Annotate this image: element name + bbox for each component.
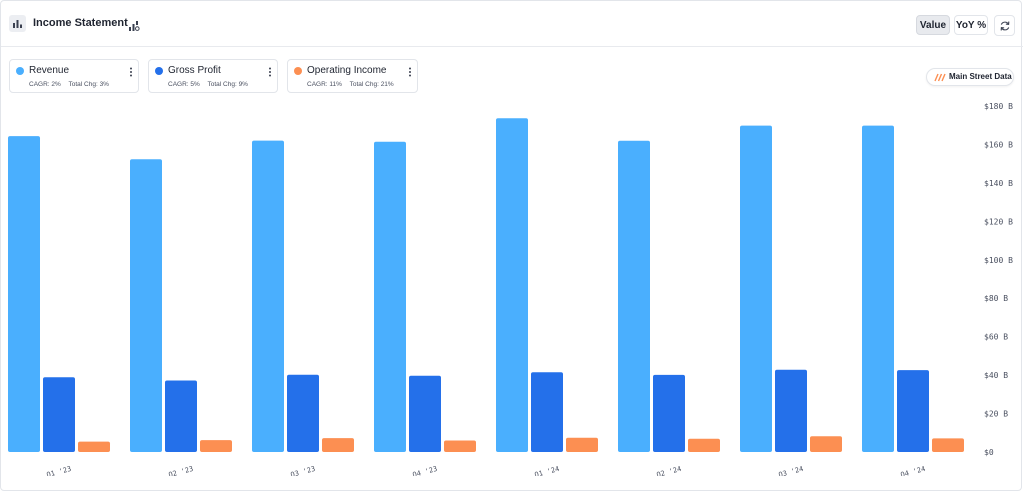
y-tick-label: $20 B (984, 410, 1008, 419)
legend-stats: CAGR: 5% Total Chg: 9% (168, 81, 254, 88)
data-source-label: Main Street Data (949, 72, 1012, 81)
bar-gross-profit-0[interactable] (43, 377, 75, 452)
slash-lines-icon (934, 73, 946, 82)
yoy-toggle-button[interactable]: YoY % (954, 15, 988, 35)
legend-total-change: Total Chg: 9% (207, 81, 248, 88)
legend-item-gross-profit[interactable]: Gross Profit CAGR: 5% Total Chg: 9% (148, 59, 278, 93)
bar-revenue-4[interactable] (496, 118, 528, 453)
x-tick-label: Q3 '23 (290, 465, 317, 476)
legend-label: Revenue (29, 65, 70, 76)
legend-cagr: CAGR: 11% (307, 81, 342, 88)
chart-settings-icon[interactable] (128, 19, 140, 31)
bar-operating-income-2[interactable] (322, 438, 354, 452)
legend-stats: CAGR: 11% Total Chg: 21% (307, 81, 400, 88)
legend-cagr: CAGR: 2% (29, 81, 61, 88)
legend-stats: CAGR: 2% Total Chg: 3% (29, 81, 115, 88)
legend-total-change: Total Chg: 3% (68, 81, 109, 88)
refresh-icon (1000, 21, 1010, 31)
bar-gross-profit-3[interactable] (409, 375, 441, 452)
legend-swatch (155, 67, 163, 75)
x-tick-label: Q1 '23 (46, 465, 73, 476)
bar-revenue-5[interactable] (618, 140, 650, 452)
legend-cagr: CAGR: 5% (168, 81, 200, 88)
legend-item-revenue[interactable]: Revenue CAGR: 2% Total Chg: 3% (9, 59, 139, 93)
y-tick-label: $80 B (984, 294, 1008, 303)
bar-operating-income-5[interactable] (688, 438, 720, 452)
bar-gross-profit-5[interactable] (653, 374, 685, 452)
y-tick-label: $180 B (984, 102, 1013, 111)
x-tick-label: Q4 '24 (900, 465, 927, 476)
bar-operating-income-6[interactable] (810, 436, 842, 452)
panel-header: Income Statement Value YoY % (1, 1, 1023, 47)
bar-operating-income-3[interactable] (444, 440, 476, 452)
legend-label: Gross Profit (168, 65, 221, 76)
value-toggle-button[interactable]: Value (916, 15, 950, 35)
bar-revenue-7[interactable] (862, 125, 894, 453)
y-tick-label: $60 B (984, 333, 1008, 342)
kebab-menu-icon[interactable] (407, 65, 413, 77)
legend-total-change: Total Chg: 21% (349, 81, 394, 88)
bar-gross-profit-1[interactable] (165, 380, 197, 452)
kebab-menu-icon[interactable] (267, 65, 273, 77)
y-tick-label: $0 (984, 448, 994, 457)
bar-operating-income-4[interactable] (566, 437, 598, 452)
x-tick-label: Q2 '23 (168, 465, 195, 476)
bar-gross-profit-2[interactable] (287, 374, 319, 452)
x-tick-label: Q4 '23 (412, 465, 439, 476)
y-tick-label: $160 B (984, 140, 1013, 149)
bar-operating-income-0[interactable] (78, 441, 110, 452)
legend-swatch (294, 67, 302, 75)
legend-label: Operating Income (307, 65, 387, 76)
bar-gross-profit-6[interactable] (775, 369, 807, 452)
legend-item-operating-income[interactable]: Operating Income CAGR: 11% Total Chg: 21… (287, 59, 418, 93)
bar-revenue-3[interactable] (374, 141, 406, 452)
x-tick-label: Q2 '24 (656, 465, 683, 476)
bar-revenue-0[interactable] (8, 136, 40, 452)
bar-chart: Q1 '23 Q2 '23 Q3 '23 Q4 '23 Q1 '24 Q2 '24 Q3 '… (8, 102, 1013, 476)
bar-gross-profit-7[interactable] (897, 370, 929, 452)
x-tick-label: Q3 '24 (778, 465, 805, 476)
bar-gross-profit-4[interactable] (531, 372, 563, 452)
data-source-badge[interactable]: Main Street Data (926, 68, 1014, 86)
y-tick-label: $100 B (984, 256, 1013, 265)
bar-revenue-2[interactable] (252, 140, 284, 452)
legend-swatch (16, 67, 24, 75)
bar-revenue-6[interactable] (740, 125, 772, 453)
bar-chart-icon[interactable] (9, 15, 26, 32)
y-tick-label: $120 B (984, 217, 1013, 226)
kebab-menu-icon[interactable] (128, 65, 134, 77)
bar-revenue-1[interactable] (130, 159, 162, 453)
bar-operating-income-1[interactable] (200, 440, 232, 452)
y-tick-label: $140 B (984, 179, 1013, 188)
x-tick-label: Q1 '24 (534, 465, 561, 476)
page-title: Income Statement (33, 17, 128, 29)
bar-operating-income-7[interactable] (932, 438, 964, 452)
refresh-button[interactable] (994, 15, 1015, 36)
y-tick-label: $40 B (984, 371, 1008, 380)
